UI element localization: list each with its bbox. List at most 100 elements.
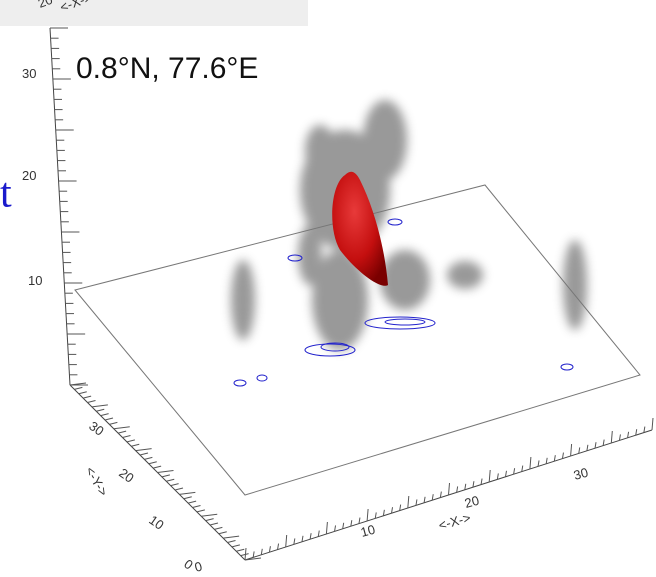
- tick-mark: [619, 434, 620, 440]
- tick-mark: [562, 453, 563, 459]
- z-tick-label: 30: [22, 66, 36, 81]
- tick-mark: [278, 544, 279, 550]
- tick-mark: [424, 497, 425, 503]
- tick-mark: [400, 505, 401, 511]
- tick-mark: [449, 483, 450, 495]
- tick-mark: [392, 507, 393, 513]
- x-tick-label: 0: [193, 559, 204, 575]
- tick-mark: [497, 473, 498, 479]
- z-tick-label: 20: [22, 168, 36, 183]
- tick-mark: [96, 409, 104, 411]
- tick-mark: [158, 471, 174, 473]
- tick-mark: [595, 442, 596, 448]
- tick-mark: [206, 519, 214, 521]
- tick-mark: [88, 401, 96, 403]
- y-tick-label: 20: [116, 465, 136, 486]
- tick-mark: [554, 455, 555, 461]
- tick-mark: [131, 444, 139, 446]
- tick-mark: [144, 457, 152, 459]
- tick-mark: [489, 470, 490, 482]
- tick-mark: [83, 396, 91, 398]
- tick-mark: [652, 418, 653, 430]
- tick-mark: [611, 431, 612, 443]
- z-tick-label: 10: [28, 273, 42, 288]
- tick-mark: [408, 496, 409, 508]
- tick-mark: [636, 429, 637, 435]
- tick-mark: [92, 405, 108, 407]
- tick-mark: [127, 440, 135, 442]
- tick-mark: [326, 522, 327, 534]
- tick-mark: [162, 475, 170, 477]
- x-tick-label: 20: [463, 493, 481, 511]
- x-tick-label: 10: [359, 522, 377, 540]
- tick-mark: [538, 460, 539, 466]
- tick-mark: [245, 548, 246, 560]
- tick-mark: [628, 432, 629, 438]
- tick-mark: [236, 549, 244, 551]
- tick-mark: [166, 479, 174, 481]
- tick-mark: [109, 422, 117, 424]
- tick-mark: [546, 458, 547, 464]
- tick-mark: [318, 531, 319, 537]
- tick-mark: [432, 494, 433, 500]
- tick-mark: [383, 510, 384, 516]
- x-axis-label: <-X->: [437, 510, 472, 533]
- tick-mark: [473, 481, 474, 487]
- tick-mark: [571, 444, 572, 456]
- tick-mark: [440, 492, 441, 498]
- tick-mark: [201, 514, 217, 516]
- tick-mark: [214, 527, 222, 529]
- tick-mark: [188, 501, 196, 503]
- tick-mark: [197, 510, 205, 512]
- tick-mark: [335, 525, 336, 531]
- tick-mark: [375, 512, 376, 518]
- z-axis: [50, 28, 70, 385]
- tick-mark: [175, 488, 183, 490]
- tick-mark: [149, 462, 157, 464]
- tick-mark: [359, 518, 360, 524]
- tick-mark: [587, 445, 588, 451]
- tick-mark: [101, 414, 109, 416]
- tick-mark: [232, 545, 240, 547]
- gray-volume: [231, 100, 587, 350]
- tick-mark: [171, 484, 179, 486]
- tick-mark: [79, 392, 87, 394]
- tick-mark: [416, 499, 417, 505]
- tick-mark: [286, 535, 287, 547]
- tick-mark: [210, 523, 218, 525]
- plot-3d: 20 <-X-> /* placeholder */ 0.8°N, 77.6°E…: [0, 0, 656, 577]
- tick-mark: [351, 520, 352, 526]
- tick-mark: [481, 479, 482, 485]
- tick-mark: [603, 440, 604, 446]
- location-label: 0.8°N, 77.6°E: [76, 52, 258, 85]
- y-axis-label: <-Y->: [82, 464, 111, 499]
- tick-mark: [302, 536, 303, 542]
- tick-mark: [140, 453, 148, 455]
- tick-mark: [114, 427, 130, 429]
- tick-mark: [505, 471, 506, 477]
- tick-mark: [294, 538, 295, 544]
- tick-mark: [269, 546, 270, 552]
- tick-mark: [105, 418, 113, 420]
- tick-mark: [74, 387, 82, 389]
- tick-mark: [228, 541, 236, 543]
- tick-mark: [310, 533, 311, 539]
- tick-mark: [465, 484, 466, 490]
- tick-mark: [367, 509, 368, 521]
- y-tick-label: 30: [86, 418, 106, 439]
- tick-mark: [184, 497, 192, 499]
- tick-mark: [530, 457, 531, 469]
- tick-mark: [179, 492, 195, 494]
- tick-mark: [457, 486, 458, 492]
- tick-mark: [261, 549, 262, 555]
- tick-mark: [343, 523, 344, 529]
- tick-mark: [223, 536, 239, 538]
- tick-mark: [118, 431, 126, 433]
- y-tick-label: 10: [146, 512, 166, 533]
- tick-mark: [644, 427, 645, 433]
- tick-mark: [241, 554, 249, 556]
- tick-mark: [219, 532, 227, 534]
- side-letter: t: [0, 171, 12, 217]
- x-tick-label: 30: [572, 465, 590, 483]
- tick-mark: [522, 466, 523, 472]
